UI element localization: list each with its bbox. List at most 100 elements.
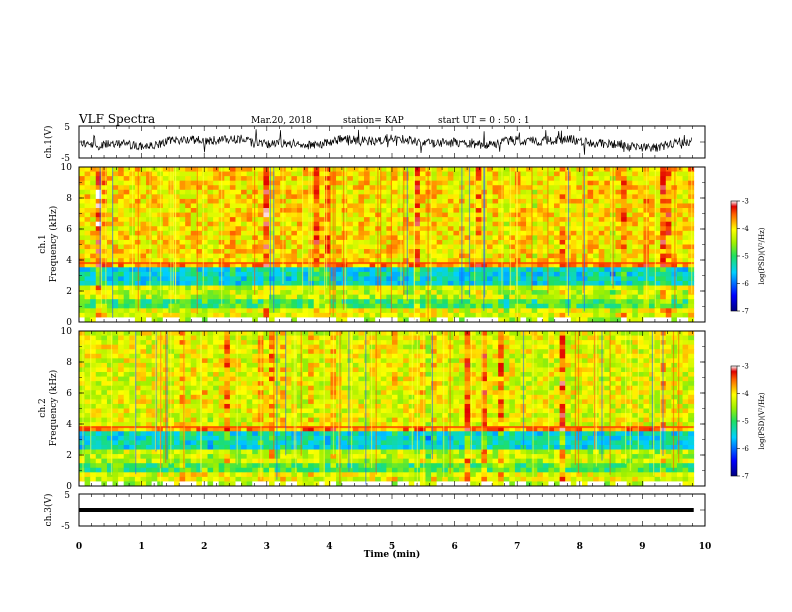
spectrogram-cell bbox=[123, 340, 130, 346]
spectrogram-cell bbox=[168, 358, 175, 364]
spectrogram-cell bbox=[118, 171, 125, 177]
spectrogram-cell bbox=[598, 280, 605, 286]
spectrogram-cell bbox=[274, 208, 281, 213]
spectrogram-cell bbox=[201, 349, 208, 355]
spectrogram-cell bbox=[598, 262, 605, 268]
spectrogram-cell bbox=[459, 358, 466, 364]
spectrogram-cell bbox=[509, 239, 516, 245]
spectrogram-cell bbox=[397, 299, 404, 305]
spectrogram-cell bbox=[358, 221, 365, 227]
spectrogram-cell bbox=[235, 185, 242, 191]
spectrogram-cell bbox=[95, 280, 102, 286]
spectrogram-cell bbox=[95, 367, 102, 373]
spectrogram-cell bbox=[621, 290, 628, 296]
spectrogram-cell bbox=[581, 353, 588, 359]
spectrogram-cell bbox=[235, 276, 242, 282]
spectrogram-cell bbox=[682, 203, 689, 209]
spectrogram-cell bbox=[140, 349, 147, 355]
spectrogram-cell bbox=[190, 349, 197, 355]
spectrogram-cell bbox=[241, 194, 248, 200]
spectrogram-cell bbox=[632, 249, 639, 255]
spectrogram-cell bbox=[464, 317, 471, 323]
spectrogram-cell bbox=[637, 308, 644, 314]
spectrogram-cell bbox=[112, 362, 119, 368]
spectrogram-cell bbox=[665, 335, 672, 341]
spectrogram-cell bbox=[442, 358, 449, 364]
spectrogram-cell bbox=[503, 290, 510, 296]
spectrogram-cell bbox=[302, 335, 309, 341]
spectrogram-cell bbox=[559, 280, 566, 286]
spectrogram-cell bbox=[643, 331, 650, 336]
spectrogram-cell bbox=[90, 253, 97, 259]
spectrogram-cell bbox=[213, 198, 220, 204]
spectrogram-cell bbox=[470, 189, 477, 195]
spectrogram-cell bbox=[598, 253, 605, 259]
spectrogram-cell bbox=[565, 331, 572, 336]
spectrogram-cell bbox=[632, 180, 639, 186]
spectrogram-cell bbox=[146, 303, 153, 309]
spectrogram-cell bbox=[386, 176, 393, 182]
spectrogram-cell bbox=[146, 217, 153, 223]
spectrogram-cell bbox=[621, 217, 628, 223]
spectrogram-cell bbox=[391, 230, 398, 236]
spectrogram-cell bbox=[123, 312, 130, 318]
spectrogram-cell bbox=[106, 185, 113, 191]
spectrogram-cell bbox=[224, 226, 231, 232]
spectrogram-cell bbox=[604, 294, 611, 300]
spectrogram-cell bbox=[676, 358, 683, 364]
spectrogram-cell bbox=[257, 176, 264, 182]
spectrogram-cell bbox=[559, 230, 566, 236]
spectrogram-cell bbox=[442, 299, 449, 305]
spectrogram-cell bbox=[559, 271, 566, 277]
spectrogram-cell bbox=[308, 308, 315, 314]
spectrogram-cell bbox=[598, 171, 605, 177]
spectrogram-cell bbox=[84, 253, 91, 259]
spectrogram-cell bbox=[336, 194, 343, 200]
spectrogram-cell bbox=[196, 367, 203, 373]
spectrogram-cell bbox=[90, 244, 97, 250]
spectrogram-cell bbox=[358, 344, 365, 350]
spectrogram-cell bbox=[626, 353, 633, 359]
spectrogram-cell bbox=[576, 303, 583, 309]
spectrogram-cell bbox=[296, 217, 303, 223]
spectrogram-cell bbox=[559, 331, 566, 336]
spectrogram-cell bbox=[112, 349, 119, 355]
spectrogram-cell bbox=[174, 208, 180, 213]
spectrogram-cell bbox=[431, 180, 438, 186]
spectrogram-cell bbox=[364, 226, 370, 232]
spectrogram-cell bbox=[391, 176, 398, 182]
spectrogram-cell bbox=[459, 312, 466, 318]
spectrogram-cell bbox=[643, 335, 650, 341]
spectrogram-cell bbox=[90, 367, 97, 373]
spectrogram-cell bbox=[296, 312, 303, 318]
spectrogram-cell bbox=[196, 253, 203, 259]
spectrogram-cell bbox=[364, 189, 370, 195]
spectrogram-cell bbox=[447, 189, 454, 195]
spectrogram-cell bbox=[408, 167, 415, 172]
spectrogram-cell bbox=[593, 262, 600, 268]
spectrogram-cell bbox=[319, 349, 326, 355]
spectrogram-cell bbox=[341, 276, 348, 282]
spectrogram-cell bbox=[341, 185, 348, 191]
spectrogram-cell bbox=[632, 189, 639, 195]
spectrogram-cell bbox=[358, 349, 365, 355]
spectrogram-cell bbox=[106, 308, 113, 314]
spectrogram-cell bbox=[291, 180, 298, 186]
spectrogram-cell bbox=[391, 271, 398, 277]
spectrogram-cell bbox=[246, 249, 253, 255]
spectrogram-cell bbox=[676, 271, 683, 277]
spectrogram-cell bbox=[436, 267, 443, 273]
spectrogram-cell bbox=[526, 358, 533, 364]
spectrogram-cell bbox=[464, 180, 471, 186]
spectrogram-cell bbox=[554, 344, 561, 350]
spectrogram-cell bbox=[598, 230, 605, 236]
spectrogram-cell bbox=[559, 340, 566, 346]
spectrogram-cell bbox=[308, 358, 315, 364]
spectrogram-cell bbox=[447, 267, 454, 273]
ch1-spectrogram-image bbox=[79, 167, 695, 323]
spectrogram-cell bbox=[269, 280, 275, 286]
spectrogram-cell bbox=[229, 308, 236, 314]
spectrogram-cell bbox=[470, 249, 477, 255]
spectrogram-cell bbox=[190, 203, 197, 209]
spectrogram-cell bbox=[179, 244, 186, 250]
